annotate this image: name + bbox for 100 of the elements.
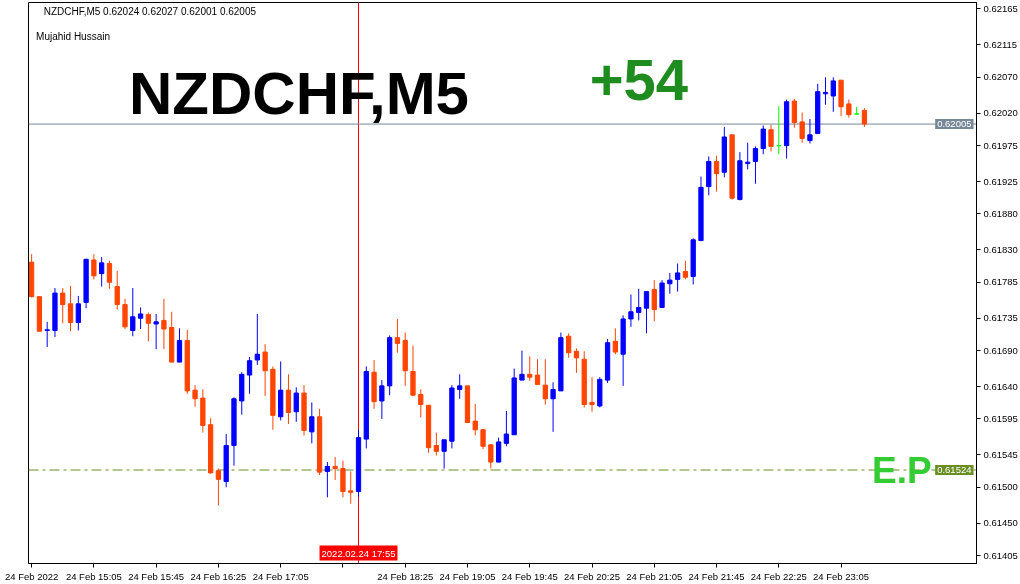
candlestick (75, 295, 81, 331)
candlestick (566, 332, 572, 359)
candlestick (682, 260, 689, 280)
candlestick (153, 313, 159, 350)
candlestick (472, 403, 478, 436)
candlestick (215, 468, 222, 506)
candlestick (495, 437, 502, 463)
candlestick (791, 98, 798, 129)
candlestick (457, 373, 463, 400)
candlestick (550, 381, 556, 433)
candlestick (262, 343, 268, 397)
candlestick (807, 118, 813, 144)
candlestick (379, 379, 385, 420)
candlestick (628, 294, 634, 328)
candlestick (573, 347, 580, 374)
candlestick (760, 124, 766, 155)
candlestick (713, 155, 720, 193)
y-tick-label: 0.61500 (983, 481, 1018, 493)
x-tick-label: 24 Feb 17:05 (252, 570, 309, 582)
y-tick-label: 0.62020 (983, 107, 1018, 119)
candlestick (348, 470, 354, 505)
candlestick (589, 376, 595, 413)
candlestick (60, 287, 66, 324)
candlestick (44, 321, 50, 348)
ref-line-label: 0.61524 (937, 464, 972, 475)
y-tick-label: 0.61690 (983, 344, 1018, 356)
candlestick (394, 318, 401, 354)
y-tick-label: 0.61975 (983, 139, 1018, 151)
candlestick (830, 76, 836, 113)
candlestick (254, 313, 260, 366)
candlestick (246, 356, 253, 395)
y-tick-label: 0.61925 (983, 175, 1018, 187)
candlestick (433, 432, 439, 457)
x-tick-label: 24 Feb 19:45 (501, 570, 558, 582)
candlestick (293, 386, 299, 423)
candlestick (674, 263, 681, 293)
candlestick (410, 345, 416, 397)
candlestick (612, 327, 618, 355)
ref-line-label: 0.62005 (937, 118, 972, 130)
candlestick (192, 384, 198, 408)
candlestick (67, 285, 74, 332)
y-tick-label: 0.61880 (983, 207, 1018, 219)
candlestick (651, 279, 657, 322)
candlestick (636, 288, 642, 321)
x-tick-label: 24 Feb 23:05 (813, 570, 870, 582)
candlestick (519, 350, 525, 381)
annotation: NZDCHF,M5 0.62024 0.62027 0.62001 0.62005 (43, 6, 257, 18)
y-tick-label: 0.61595 (983, 412, 1018, 424)
candlestick (534, 358, 541, 385)
ref-line-label: 2022.02.24 17:55 (321, 547, 396, 559)
x-tick-label: 24 Feb 18:25 (377, 570, 434, 582)
candlestick (99, 256, 105, 288)
y-tick-label: 0.61830 (983, 243, 1018, 255)
x-tick-label: 24 Feb 22:25 (750, 570, 807, 582)
candlestick (332, 456, 338, 481)
y-tick-label: 0.62165 (983, 2, 1018, 14)
candlestick (441, 439, 447, 470)
candlestick (667, 272, 673, 295)
x-tick-label: 24 Feb 19:05 (439, 570, 496, 582)
x-tick-label: 24 Feb 16:25 (190, 570, 247, 582)
candlestick (137, 306, 144, 330)
candlestick (503, 410, 510, 447)
candlestick (130, 287, 136, 337)
candlestick (309, 401, 315, 444)
candlestick (122, 298, 128, 330)
y-tick-label: 0.61405 (983, 549, 1018, 561)
candlestick (542, 358, 548, 406)
candlestick (106, 260, 113, 290)
y-tick-label: 0.61450 (983, 517, 1018, 529)
candlestick (145, 311, 151, 342)
annotation: E.P (871, 449, 932, 491)
candlestick (114, 270, 120, 311)
x-tick-label: 24 Feb 2022 (4, 570, 59, 582)
candlestick (418, 388, 424, 418)
candlestick (799, 112, 805, 144)
candlestick (285, 373, 292, 425)
candlestick (91, 253, 97, 280)
candlestick (768, 124, 774, 152)
x-tick-label: 24 Feb 15:45 (128, 570, 185, 582)
candlestick (480, 428, 486, 450)
candlestick (161, 298, 167, 350)
y-tick-label: 0.62115 (983, 38, 1018, 50)
candlestick (324, 461, 331, 498)
y-tick-label: 0.61785 (983, 276, 1018, 288)
x-tick-label: 24 Feb 21:05 (626, 570, 683, 582)
candlestick (527, 355, 533, 382)
candlestick (643, 291, 650, 334)
y-tick-label: 0.61735 (983, 312, 1018, 324)
annotation: +54 (589, 46, 689, 112)
x-tick-label: 24 Feb 15:05 (65, 570, 122, 582)
candlestick (861, 107, 868, 128)
y-tick-label: 0.61640 (983, 380, 1018, 392)
y-tick-label: 0.62070 (983, 71, 1018, 83)
candlestick (340, 460, 346, 498)
x-tick-label: 24 Feb 20:25 (564, 570, 621, 582)
candlestick (752, 145, 759, 185)
annotation: Mujahid Hussain (36, 30, 111, 42)
candlestick (488, 444, 494, 470)
y-tick-label: 0.61545 (983, 448, 1018, 460)
x-tick-label: 24 Feb 21:45 (688, 570, 745, 582)
